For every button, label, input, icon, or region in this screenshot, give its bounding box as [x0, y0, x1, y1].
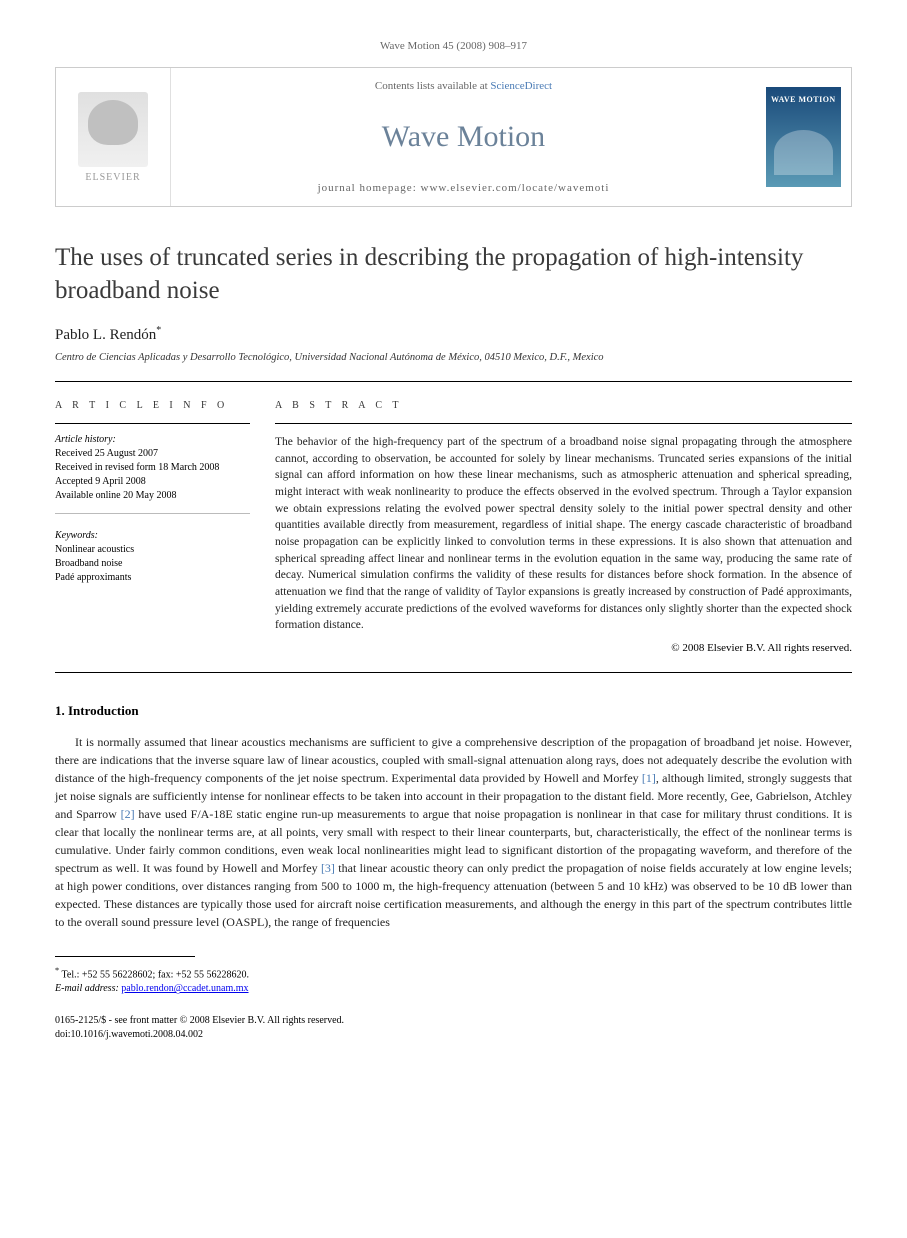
- email-label: E-mail address:: [55, 983, 119, 994]
- keyword-2: Padé approximants: [55, 571, 250, 585]
- abstract-text: The behavior of the high-frequency part …: [275, 434, 852, 634]
- intro-paragraph: It is normally assumed that linear acous…: [55, 733, 852, 931]
- contents-available-line: Contents lists available at ScienceDirec…: [171, 80, 756, 92]
- ref-link-1[interactable]: [1]: [642, 771, 656, 785]
- ref-link-3[interactable]: [3]: [321, 861, 335, 875]
- keyword-1: Broadband noise: [55, 557, 250, 571]
- article-title: The uses of truncated series in describi…: [55, 242, 852, 307]
- intro-heading: 1. Introduction: [55, 703, 852, 719]
- correspondence-footnote: * Tel.: +52 55 56228602; fax: +52 55 562…: [55, 965, 852, 996]
- author-marker: *: [156, 325, 161, 336]
- ref-link-2[interactable]: [2]: [121, 807, 135, 821]
- correspondence-marker: *: [55, 966, 59, 975]
- masthead: ELSEVIER Contents lists available at Sci…: [55, 67, 852, 207]
- journal-cover-thumb: [756, 68, 851, 206]
- abstract-label: A B S T R A C T: [275, 400, 852, 411]
- divider-bottom: [55, 672, 852, 673]
- journal-name: Wave Motion: [171, 120, 756, 154]
- history-received: Received 25 August 2007: [55, 447, 250, 461]
- abstract-divider: [275, 423, 852, 424]
- footer-issn: 0165-2125/$ - see front matter © 2008 El…: [55, 1014, 852, 1028]
- article-info-label: A R T I C L E I N F O: [55, 400, 250, 411]
- history-heading: Article history:: [55, 434, 250, 445]
- history-online: Available online 20 May 2008: [55, 489, 250, 503]
- contents-prefix: Contents lists available at: [375, 80, 490, 92]
- keywords-heading: Keywords:: [55, 530, 250, 541]
- journal-homepage-line: journal homepage: www.elsevier.com/locat…: [171, 182, 756, 194]
- keywords-block: Keywords: Nonlinear acoustics Broadband …: [55, 530, 250, 595]
- history-accepted: Accepted 9 April 2008: [55, 475, 250, 489]
- masthead-center: Contents lists available at ScienceDirec…: [171, 68, 756, 206]
- homepage-url[interactable]: www.elsevier.com/locate/wavemoti: [421, 182, 610, 194]
- journal-cover-image: [766, 87, 841, 187]
- correspondence-tel-fax: Tel.: +52 55 56228602; fax: +52 55 56228…: [62, 969, 250, 980]
- abstract-copyright: © 2008 Elsevier B.V. All rights reserved…: [275, 642, 852, 654]
- footer-block: 0165-2125/$ - see front matter © 2008 El…: [55, 1014, 852, 1042]
- info-abstract-row: A R T I C L E I N F O Article history: R…: [55, 400, 852, 654]
- article-history-block: Article history: Received 25 August 2007…: [55, 434, 250, 514]
- author-text: Pablo L. Rendón: [55, 327, 156, 343]
- author-affiliation: Centro de Ciencias Aplicadas y Desarroll…: [55, 352, 852, 363]
- elsevier-tree-icon: [78, 92, 148, 167]
- footer-doi: doi:10.1016/j.wavemoti.2008.04.002: [55, 1028, 852, 1042]
- author-email-link[interactable]: pablo.rendon@ccadet.unam.mx: [121, 983, 248, 994]
- abstract-column: A B S T R A C T The behavior of the high…: [275, 400, 852, 654]
- article-info-column: A R T I C L E I N F O Article history: R…: [55, 400, 275, 654]
- homepage-prefix: journal homepage:: [318, 182, 421, 194]
- header-citation: Wave Motion 45 (2008) 908–917: [55, 40, 852, 52]
- info-divider: [55, 423, 250, 424]
- elsevier-label: ELSEVIER: [85, 172, 140, 183]
- history-revised: Received in revised form 18 March 2008: [55, 461, 250, 475]
- keyword-0: Nonlinear acoustics: [55, 543, 250, 557]
- divider-top: [55, 381, 852, 382]
- elsevier-logo: ELSEVIER: [56, 68, 171, 206]
- author-name: Pablo L. Rendón*: [55, 325, 852, 344]
- footnote-divider: [55, 956, 195, 957]
- sciencedirect-link[interactable]: ScienceDirect: [490, 80, 552, 92]
